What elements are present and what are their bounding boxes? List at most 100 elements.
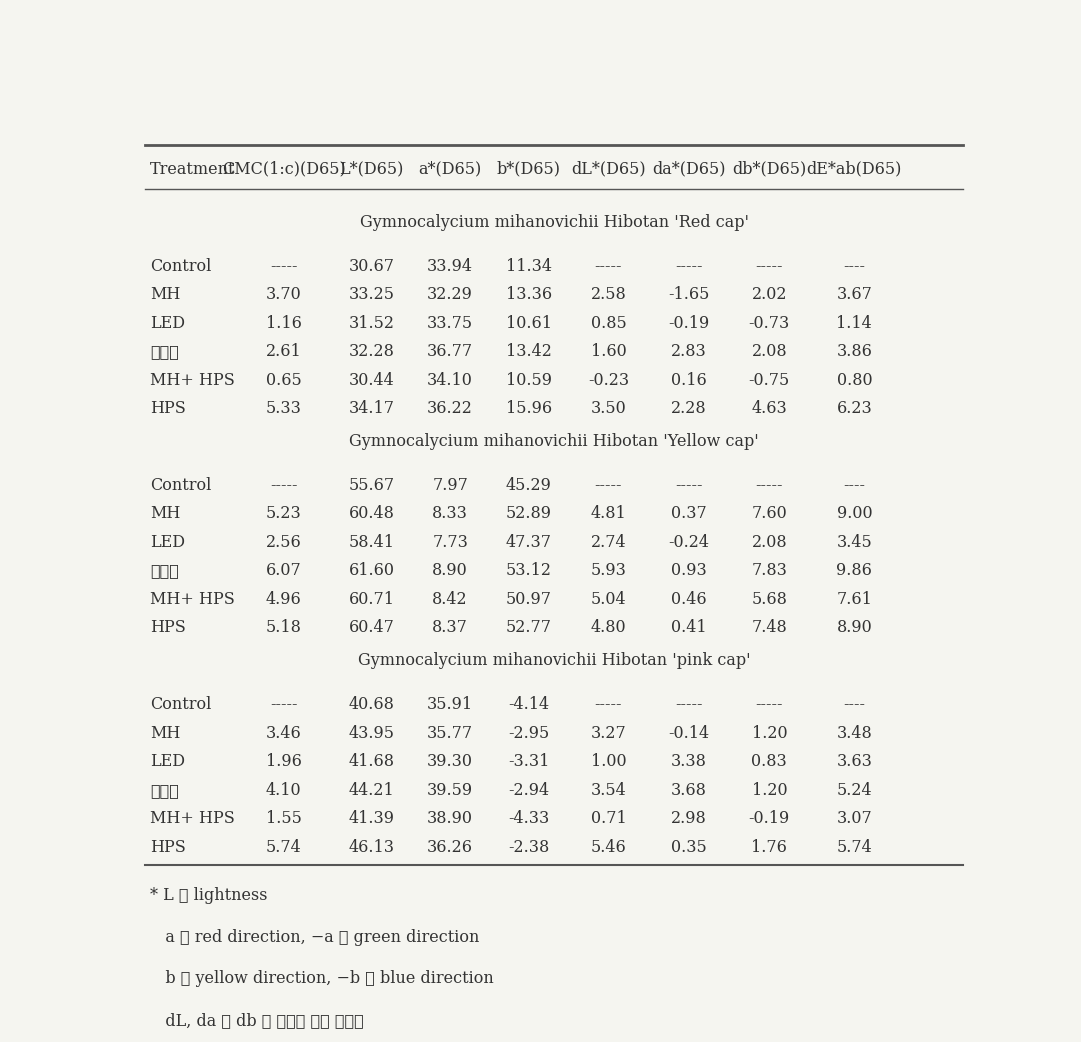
Text: 41.68: 41.68	[348, 753, 395, 770]
Text: 33.94: 33.94	[427, 257, 473, 275]
Text: 2.83: 2.83	[671, 343, 707, 361]
Text: 38.90: 38.90	[427, 811, 473, 827]
Text: da*(D65): da*(D65)	[652, 160, 725, 178]
Text: 3.86: 3.86	[837, 343, 872, 361]
Text: 8.33: 8.33	[432, 505, 468, 522]
Text: -4.33: -4.33	[508, 811, 549, 827]
Text: -----: -----	[756, 257, 783, 275]
Text: 60.47: 60.47	[348, 619, 395, 637]
Text: LED: LED	[150, 315, 185, 331]
Text: -2.94: -2.94	[508, 782, 549, 799]
Text: -0.75: -0.75	[749, 372, 790, 389]
Text: MH: MH	[150, 505, 181, 522]
Text: 5.18: 5.18	[266, 619, 302, 637]
Text: Control: Control	[150, 696, 212, 714]
Text: 5.68: 5.68	[751, 591, 787, 607]
Text: ----: ----	[843, 696, 866, 714]
Text: 4.80: 4.80	[590, 619, 626, 637]
Text: 1.00: 1.00	[590, 753, 626, 770]
Text: Gymnocalycium mihanovichii Hibotan 'Red cap': Gymnocalycium mihanovichii Hibotan 'Red …	[360, 214, 748, 230]
Text: 52.89: 52.89	[506, 505, 552, 522]
Text: 36.22: 36.22	[427, 400, 473, 417]
Text: 0.46: 0.46	[671, 591, 707, 607]
Text: 52.77: 52.77	[506, 619, 552, 637]
Text: MH+ HPS: MH+ HPS	[150, 811, 235, 827]
Text: 32.29: 32.29	[427, 287, 473, 303]
Text: dL, da 및 db ： 무처리 대비 차이값: dL, da 및 db ： 무처리 대비 차이값	[150, 1012, 364, 1029]
Text: 34.10: 34.10	[427, 372, 473, 389]
Text: 3.68: 3.68	[671, 782, 707, 799]
Text: 1.16: 1.16	[266, 315, 302, 331]
Text: 7.48: 7.48	[751, 619, 787, 637]
Text: 2.98: 2.98	[671, 811, 707, 827]
Text: 60.71: 60.71	[348, 591, 395, 607]
Text: LED: LED	[150, 753, 185, 770]
Text: 1.96: 1.96	[266, 753, 302, 770]
Text: 50.97: 50.97	[506, 591, 552, 607]
Text: 3.50: 3.50	[590, 400, 626, 417]
Text: 0.65: 0.65	[266, 372, 302, 389]
Text: b*(D65): b*(D65)	[497, 160, 561, 178]
Text: 11.34: 11.34	[506, 257, 552, 275]
Text: 34.17: 34.17	[348, 400, 395, 417]
Text: 8.90: 8.90	[837, 619, 872, 637]
Text: 2.08: 2.08	[751, 534, 787, 551]
Text: 61.60: 61.60	[348, 563, 395, 579]
Text: 4.81: 4.81	[590, 505, 626, 522]
Text: -----: -----	[270, 257, 297, 275]
Text: 6.07: 6.07	[266, 563, 302, 579]
Text: -0.24: -0.24	[668, 534, 709, 551]
Text: Treatment: Treatment	[150, 160, 236, 178]
Text: 0.35: 0.35	[671, 839, 707, 855]
Text: Gymnocalycium mihanovichii Hibotan 'Yellow cap': Gymnocalycium mihanovichii Hibotan 'Yell…	[349, 432, 759, 450]
Text: 3.07: 3.07	[837, 811, 872, 827]
Text: 1.76: 1.76	[751, 839, 787, 855]
Text: -3.31: -3.31	[508, 753, 549, 770]
Text: -0.14: -0.14	[668, 725, 709, 742]
Text: 9.86: 9.86	[837, 563, 872, 579]
Text: 3.54: 3.54	[590, 782, 626, 799]
Text: 7.97: 7.97	[432, 477, 468, 494]
Text: 3.48: 3.48	[837, 725, 872, 742]
Text: 30.44: 30.44	[348, 372, 395, 389]
Text: 7.73: 7.73	[432, 534, 468, 551]
Text: 7.61: 7.61	[837, 591, 872, 607]
Text: 5.33: 5.33	[266, 400, 302, 417]
Text: HPS: HPS	[150, 619, 186, 637]
Text: 2.56: 2.56	[266, 534, 302, 551]
Text: L*(D65): L*(D65)	[339, 160, 403, 178]
Text: 30.67: 30.67	[348, 257, 395, 275]
Text: MH: MH	[150, 287, 181, 303]
Text: Gymnocalycium mihanovichii Hibotan 'pink cap': Gymnocalycium mihanovichii Hibotan 'pink…	[358, 652, 750, 669]
Text: -----: -----	[595, 477, 623, 494]
Text: 39.30: 39.30	[427, 753, 473, 770]
Text: ----: ----	[843, 477, 866, 494]
Text: b ： yellow direction, −b ： blue direction: b ： yellow direction, −b ： blue directio…	[150, 970, 494, 988]
Text: 6.23: 6.23	[837, 400, 872, 417]
Text: -----: -----	[270, 696, 297, 714]
Text: 8.42: 8.42	[432, 591, 468, 607]
Text: 3.70: 3.70	[266, 287, 302, 303]
Text: Control: Control	[150, 257, 212, 275]
Text: MH+ HPS: MH+ HPS	[150, 591, 235, 607]
Text: 41.39: 41.39	[348, 811, 395, 827]
Text: 8.37: 8.37	[432, 619, 468, 637]
Text: 9.00: 9.00	[837, 505, 872, 522]
Text: MH: MH	[150, 725, 181, 742]
Text: -0.19: -0.19	[668, 315, 709, 331]
Text: -2.38: -2.38	[508, 839, 549, 855]
Text: 3.38: 3.38	[671, 753, 707, 770]
Text: LED: LED	[150, 534, 185, 551]
Text: 0.16: 0.16	[671, 372, 707, 389]
Text: -4.14: -4.14	[508, 696, 549, 714]
Text: 39.59: 39.59	[427, 782, 473, 799]
Text: 2.02: 2.02	[751, 287, 787, 303]
Text: 신광원: 신광원	[150, 343, 179, 361]
Text: dL*(D65): dL*(D65)	[571, 160, 645, 178]
Text: HPS: HPS	[150, 400, 186, 417]
Text: 44.21: 44.21	[348, 782, 395, 799]
Text: 2.61: 2.61	[266, 343, 302, 361]
Text: 45.29: 45.29	[506, 477, 551, 494]
Text: 7.83: 7.83	[751, 563, 787, 579]
Text: 47.37: 47.37	[506, 534, 552, 551]
